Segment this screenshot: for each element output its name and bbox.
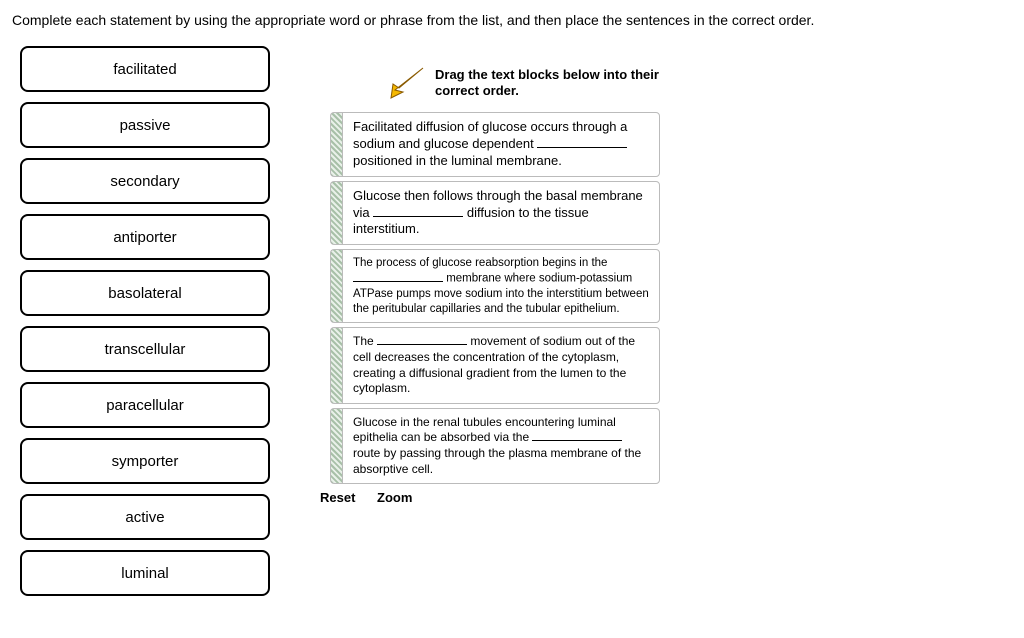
word-item[interactable]: secondary xyxy=(20,158,270,204)
word-item[interactable]: antiporter xyxy=(20,214,270,260)
drop-column: Drag the text blocks below into their co… xyxy=(330,46,695,596)
drag-grip-icon[interactable] xyxy=(330,112,342,177)
arrow-path xyxy=(391,68,423,98)
drag-grip-icon[interactable] xyxy=(330,181,342,246)
drag-grip-icon[interactable] xyxy=(330,408,342,484)
reset-button[interactable]: Reset xyxy=(320,490,355,505)
drag-grip-icon[interactable] xyxy=(330,249,342,323)
controls: Reset Zoom xyxy=(320,490,695,505)
sentence-block[interactable]: Glucose in the renal tubules encounterin… xyxy=(330,408,660,484)
main-area: facilitated passive secondary antiporter bas… xyxy=(12,46,1012,596)
sentence-body: Glucose then follows through the basal m… xyxy=(342,181,660,246)
drag-hint-text: Drag the text blocks below into their co… xyxy=(435,67,695,100)
sentence-blocks: Facilitated diffusion of glucose occurs … xyxy=(330,112,695,484)
sentence-post: positioned in the luminal membrane. xyxy=(353,153,562,168)
sentence-post: route by passing through the plasma memb… xyxy=(353,446,641,476)
sentence-block[interactable]: Glucose then follows through the basal m… xyxy=(330,181,660,246)
word-bank: facilitated passive secondary antiporter bas… xyxy=(12,46,270,596)
fill-blank[interactable] xyxy=(353,271,443,281)
sentence-block[interactable]: The movement of sodium out of the cell d… xyxy=(330,327,660,403)
drag-grip-icon[interactable] xyxy=(330,327,342,403)
sentence-body: The movement of sodium out of the cell d… xyxy=(342,327,660,403)
sentence-body: The process of glucose reabsorption begi… xyxy=(342,249,660,323)
word-item[interactable]: facilitated xyxy=(20,46,270,92)
fill-blank[interactable] xyxy=(377,335,467,346)
word-item[interactable]: luminal xyxy=(20,550,270,596)
sentence-body: Glucose in the renal tubules encounterin… xyxy=(342,408,660,484)
drag-arrow-icon xyxy=(385,66,425,100)
sentence-block[interactable]: The process of glucose reabsorption begi… xyxy=(330,249,660,323)
fill-blank[interactable] xyxy=(537,136,627,148)
sentence-pre: The xyxy=(353,334,377,348)
word-item[interactable]: symporter xyxy=(20,438,270,484)
word-item[interactable]: passive xyxy=(20,102,270,148)
sentence-body: Facilitated diffusion of glucose occurs … xyxy=(342,112,660,177)
zoom-button[interactable]: Zoom xyxy=(377,490,412,505)
sentence-block[interactable]: Facilitated diffusion of glucose occurs … xyxy=(330,112,660,177)
fill-blank[interactable] xyxy=(532,431,622,442)
word-item[interactable]: basolateral xyxy=(20,270,270,316)
fill-blank[interactable] xyxy=(373,205,463,217)
word-item[interactable]: paracellular xyxy=(20,382,270,428)
drag-hint-row: Drag the text blocks below into their co… xyxy=(385,66,695,100)
word-item[interactable]: transcellular xyxy=(20,326,270,372)
word-item[interactable]: active xyxy=(20,494,270,540)
instructions-text: Complete each statement by using the app… xyxy=(12,12,1012,28)
sentence-pre: The process of glucose reabsorption begi… xyxy=(353,257,607,269)
